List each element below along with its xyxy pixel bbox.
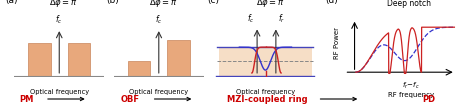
Text: $\Delta\varphi = \pi$: $\Delta\varphi = \pi$ [149, 0, 178, 9]
Text: PM: PM [19, 94, 33, 104]
Text: RF Power: RF Power [334, 27, 340, 59]
Text: $f_c$: $f_c$ [155, 14, 163, 27]
Text: (a): (a) [5, 0, 18, 6]
Text: (c): (c) [207, 0, 219, 6]
Text: (b): (b) [107, 0, 119, 6]
Text: Deep notch: Deep notch [387, 0, 431, 8]
Text: $\Delta\varphi = \pi$: $\Delta\varphi = \pi$ [49, 0, 78, 9]
Text: Optical frequency: Optical frequency [236, 89, 295, 95]
Text: Optical frequency: Optical frequency [30, 89, 89, 95]
Text: (d): (d) [325, 0, 338, 6]
Bar [219, 47, 312, 77]
Text: $f_c$: $f_c$ [55, 14, 63, 27]
Bar [68, 43, 91, 77]
Text: $\Delta\varphi = \pi$: $\Delta\varphi = \pi$ [256, 0, 285, 9]
Text: Optical frequency: Optical frequency [129, 89, 188, 95]
Text: PD: PD [422, 94, 436, 104]
Text: $f_c$: $f_c$ [247, 13, 255, 25]
Text: MZI-coupled ring: MZI-coupled ring [228, 94, 308, 104]
Bar [167, 40, 190, 77]
Text: RF frequency: RF frequency [388, 92, 435, 98]
Text: OBF: OBF [121, 94, 140, 104]
Text: $f_r\!-\!f_c$: $f_r\!-\!f_c$ [402, 80, 420, 91]
Text: $f_r$: $f_r$ [278, 13, 285, 25]
Bar [128, 61, 150, 77]
Bar [28, 43, 51, 77]
